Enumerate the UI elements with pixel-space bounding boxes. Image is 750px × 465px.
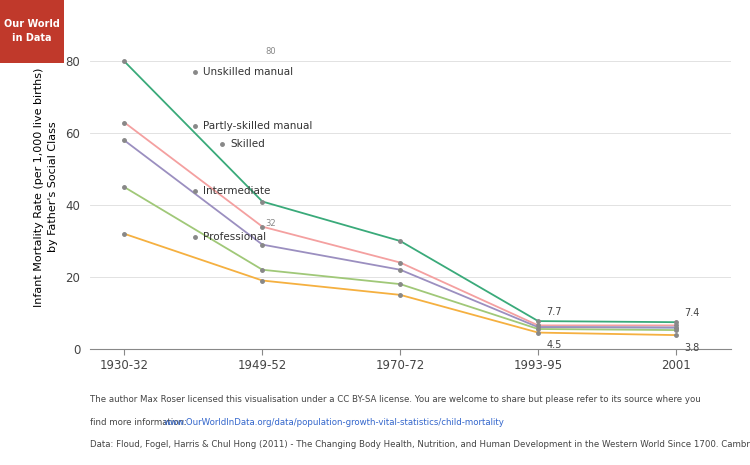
Text: Skilled: Skilled [231,139,266,149]
Y-axis label: Infant Mortality Rate (per 1,000 live births)
by Father's Social Class: Infant Mortality Rate (per 1,000 live bi… [34,67,58,307]
Text: 3.8: 3.8 [684,343,700,353]
Text: Partly-skilled manual: Partly-skilled manual [203,121,313,131]
Text: Data: Floud, Fogel, Harris & Chul Hong (2011) - The Changing Body Health, Nutrit: Data: Floud, Fogel, Harris & Chul Hong (… [90,440,750,449]
Text: 80: 80 [266,47,276,56]
Text: 7.4: 7.4 [684,308,700,318]
Text: 4.5: 4.5 [547,340,562,351]
Text: 32: 32 [266,219,276,228]
Text: Our World
in Data: Our World in Data [4,20,60,43]
Text: Unskilled manual: Unskilled manual [203,67,293,77]
Text: www.OurWorldInData.org/data/population-growth-vital-statistics/child-mortality: www.OurWorldInData.org/data/population-g… [164,418,504,427]
Text: Intermediate: Intermediate [203,186,271,196]
Text: 7.7: 7.7 [547,307,562,317]
Text: The author Max Roser licensed this visualisation under a CC BY-SA license. You a: The author Max Roser licensed this visua… [90,395,700,404]
Text: Professional: Professional [203,232,266,242]
Text: find more information:: find more information: [90,418,190,427]
